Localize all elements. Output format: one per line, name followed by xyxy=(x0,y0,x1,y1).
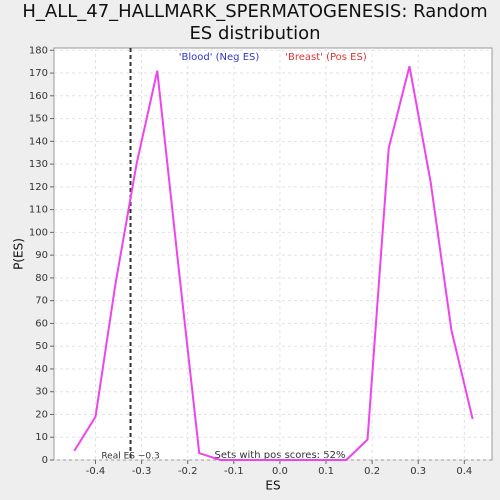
x-tick-label: 0.0 xyxy=(272,466,288,477)
y-tick-label: 50 xyxy=(35,341,48,352)
y-tick-label: 150 xyxy=(29,114,48,125)
y-tick-label: 80 xyxy=(35,273,48,284)
y-tick-label: 140 xyxy=(29,136,48,147)
y-tick-label: 110 xyxy=(29,205,48,216)
x-tick-label: -0.4 xyxy=(86,466,106,477)
annotation: Sets with pos scores: 52% xyxy=(215,450,346,461)
y-tick-label: 130 xyxy=(29,159,48,170)
legend-label: 'Breast' (Pos ES) xyxy=(285,52,367,63)
x-tick-label: 0.1 xyxy=(318,466,334,477)
y-tick-label: 170 xyxy=(29,68,48,79)
x-tick-label: -0.1 xyxy=(224,466,244,477)
x-tick-label: -0.3 xyxy=(132,466,152,477)
y-tick-label: 100 xyxy=(29,227,48,238)
y-tick-label: 60 xyxy=(35,318,48,329)
plot-area xyxy=(53,47,493,461)
y-axis-label: P(ES) xyxy=(12,238,26,270)
legend-label: 'Blood' (Neg ES) xyxy=(179,52,260,63)
y-tick-label: 160 xyxy=(29,91,48,102)
x-tick-label: 0.2 xyxy=(364,466,380,477)
y-tick-label: 180 xyxy=(29,45,48,56)
x-tick-label: -0.2 xyxy=(178,466,198,477)
series-line xyxy=(73,65,474,461)
y-tick-label: 40 xyxy=(35,364,48,375)
x-tick-label: 0.3 xyxy=(410,466,426,477)
x-axis-label: ES xyxy=(265,479,280,493)
y-tick-label: 70 xyxy=(35,296,48,307)
y-tick-label: 120 xyxy=(29,182,48,193)
y-tick-label: 30 xyxy=(35,387,48,398)
real-es-label: Real ES −0.3 xyxy=(101,452,159,462)
chart-title: H_ALL_47_HALLMARK_SPERMATOGENESIS: Rando… xyxy=(22,1,487,22)
chart-title: ES distribution xyxy=(189,23,320,44)
y-tick-label: 10 xyxy=(35,432,48,443)
y-tick-label: 0 xyxy=(42,455,48,466)
y-tick-label: 90 xyxy=(35,250,48,261)
y-tick-label: 20 xyxy=(35,409,48,420)
x-tick-label: 0.4 xyxy=(456,466,472,477)
